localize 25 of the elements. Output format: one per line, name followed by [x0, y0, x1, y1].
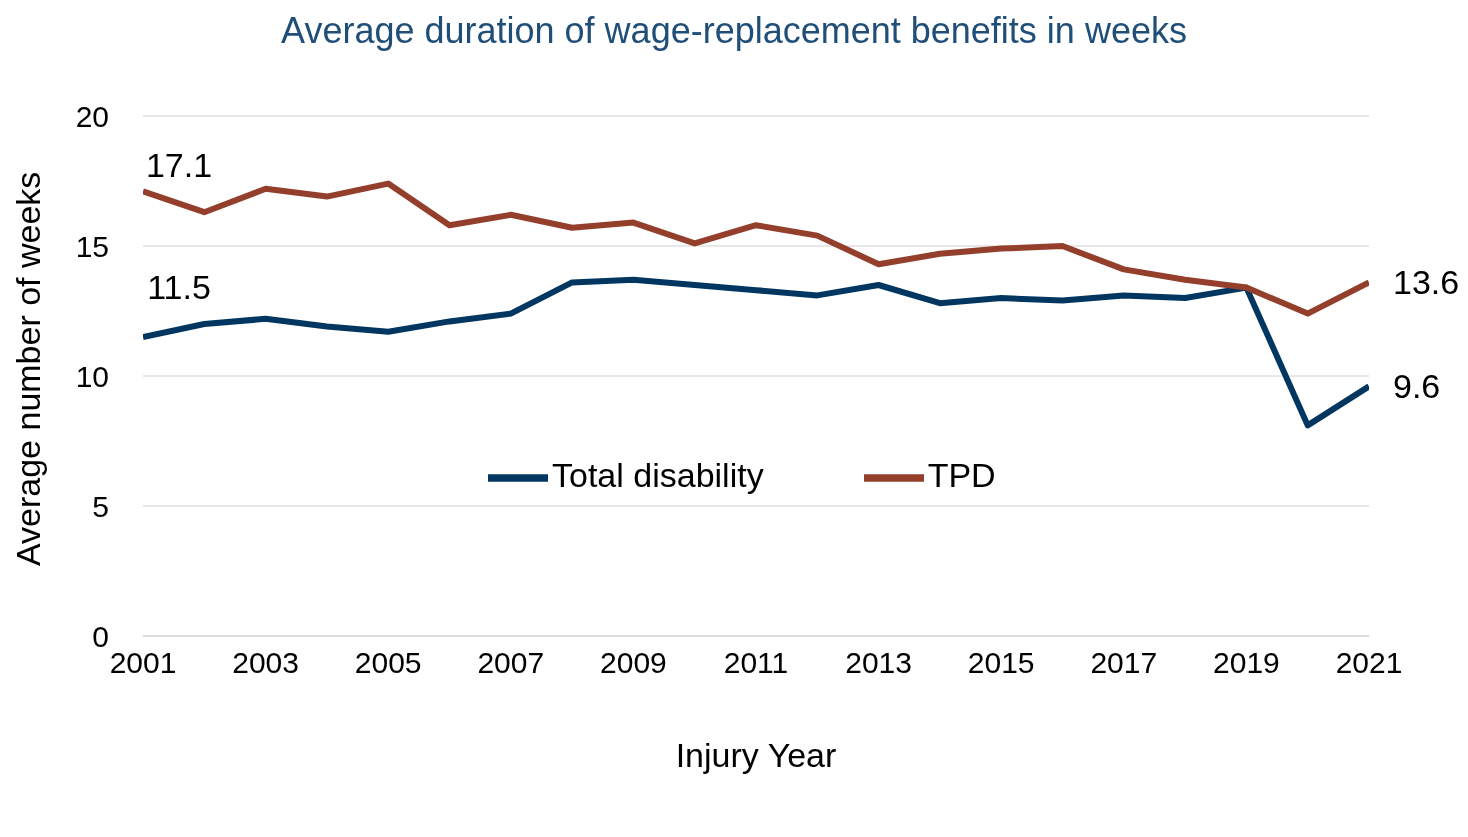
x-tick-label: 2009 — [600, 646, 667, 680]
x-tick-label: 2015 — [967, 646, 1035, 680]
y-tick-label: 5 — [92, 489, 109, 523]
x-tick-label: 2019 — [1213, 646, 1280, 680]
x-tick-label: 2011 — [723, 646, 789, 680]
legend-label: TPD — [927, 455, 996, 494]
x-tick-label: 2001 — [109, 646, 177, 680]
y-tick-label: 10 — [75, 359, 109, 393]
data-label: 17.1 — [145, 146, 213, 185]
x-tick-label: 2017 — [1090, 646, 1158, 680]
data-label: 11.5 — [147, 268, 211, 306]
y-tick-label: 15 — [75, 229, 109, 263]
data-label: 13.6 — [1393, 263, 1460, 302]
x-tick-label: 2021 — [1335, 646, 1403, 680]
x-axis-title: Injury Year — [675, 736, 837, 774]
x-tick-label: 2007 — [477, 646, 545, 680]
data-label: 9.6 — [1393, 367, 1441, 406]
x-tick-label: 2013 — [845, 646, 912, 680]
y-tick-label: 0 — [92, 619, 109, 653]
chart-title: Average duration of wage-replacement benefits in weeks — [280, 10, 1188, 52]
x-tick-label: 2005 — [354, 646, 422, 680]
legend-label: Total disability — [552, 455, 764, 494]
y-tick-label: 20 — [75, 99, 109, 133]
x-tick-label: 2003 — [232, 646, 299, 680]
y-axis-title: Average number of weeks — [9, 171, 48, 566]
